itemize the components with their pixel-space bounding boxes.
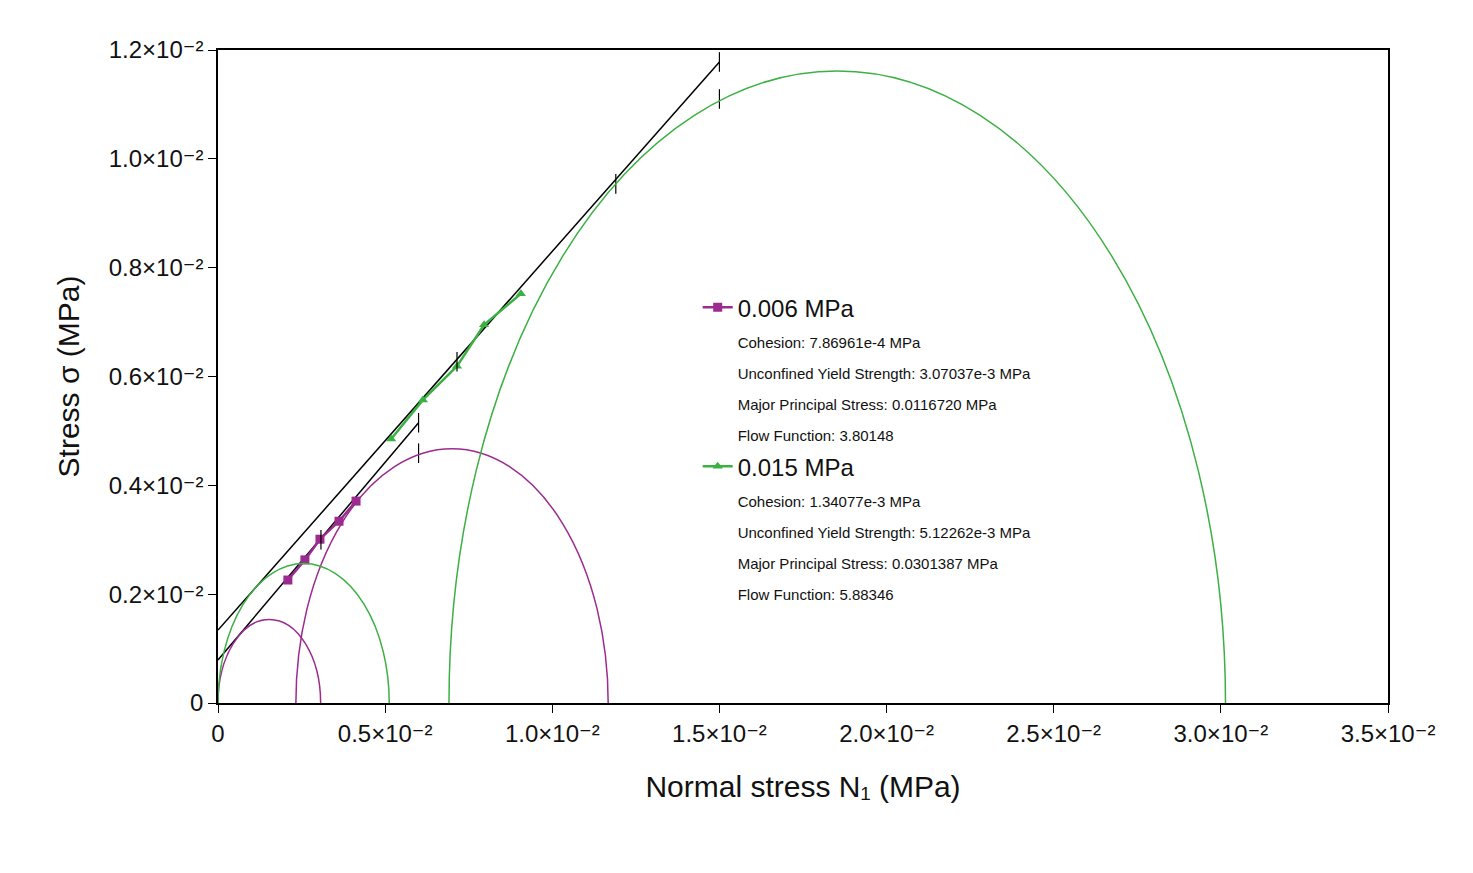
svg-text:1.0×10⁻²: 1.0×10⁻² [505, 720, 600, 747]
svg-text:2.5×10⁻²: 2.5×10⁻² [1006, 720, 1101, 747]
svg-text:0.006 MPaCohesion: 7.86961e-4: 0.006 MPaCohesion: 7.86961e-4 MPaUnconfi… [738, 295, 1031, 445]
svg-text:0: 0 [190, 689, 203, 716]
svg-text:Stress σ (MPa): Stress σ (MPa) [52, 276, 85, 478]
svg-text:3.5×10⁻²: 3.5×10⁻² [1341, 720, 1436, 747]
svg-text:0.4×10⁻²: 0.4×10⁻² [109, 472, 204, 499]
svg-text:0.6×10⁻²: 0.6×10⁻² [109, 363, 204, 390]
svg-text:0.8×10⁻²: 0.8×10⁻² [109, 254, 204, 281]
svg-text:1.2×10⁻²: 1.2×10⁻² [109, 36, 204, 63]
svg-text:0: 0 [211, 720, 224, 747]
svg-text:2.0×10⁻²: 2.0×10⁻² [839, 720, 934, 747]
svg-text:Normal stress N₁ (MPa): Normal stress N₁ (MPa) [645, 770, 960, 803]
svg-text:0.5×10⁻²: 0.5×10⁻² [338, 720, 433, 747]
svg-text:3.0×10⁻²: 3.0×10⁻² [1173, 720, 1268, 747]
svg-text:1.0×10⁻²: 1.0×10⁻² [109, 145, 204, 172]
svg-text:0.015 MPaCohesion: 1.34077e-3: 0.015 MPaCohesion: 1.34077e-3 MPaUnconfi… [738, 454, 1031, 604]
svg-text:0.2×10⁻²: 0.2×10⁻² [109, 581, 204, 608]
svg-text:1.5×10⁻²: 1.5×10⁻² [672, 720, 767, 747]
